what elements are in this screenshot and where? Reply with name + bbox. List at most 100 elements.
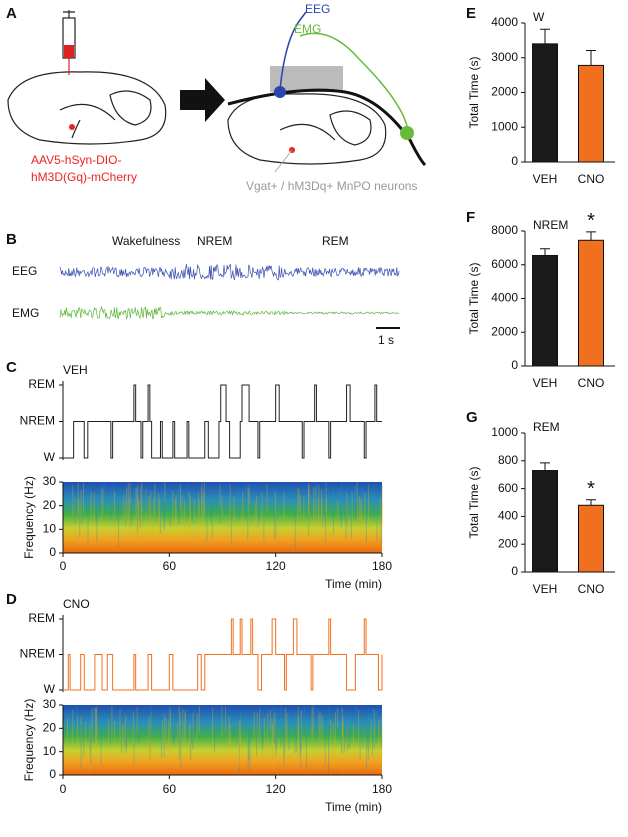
spectrogram-texture xyxy=(355,706,356,731)
spectrogram-texture xyxy=(77,716,78,747)
error-bar xyxy=(586,232,596,240)
bar xyxy=(579,240,604,366)
spectrogram-texture xyxy=(361,487,362,513)
spectrogram-texture xyxy=(94,493,95,529)
spectrogram-texture xyxy=(120,709,121,743)
spectrogram-texture xyxy=(318,498,319,519)
y-tick-label: 2000 xyxy=(491,324,518,338)
spectrogram-texture xyxy=(136,486,137,514)
significance: * xyxy=(587,210,595,232)
spectrogram-texture xyxy=(301,490,302,511)
spectrogram-texture xyxy=(172,491,173,521)
spectrogram-texture xyxy=(275,723,276,744)
spectrogram-texture xyxy=(153,497,154,540)
spectrogram-texture xyxy=(320,712,321,737)
y-tick-label: 30 xyxy=(43,697,57,711)
x-tick-label: 60 xyxy=(163,782,177,796)
spectrogram-texture xyxy=(371,493,372,517)
y-tick-label: 20 xyxy=(43,721,57,735)
x-axis-label: Time (min) xyxy=(325,800,382,814)
y-tick-label: 30 xyxy=(43,474,57,488)
spectrogram-texture xyxy=(247,485,248,509)
spectrogram-texture xyxy=(322,715,323,755)
spectrogram-texture xyxy=(130,500,131,526)
spectrogram-texture xyxy=(192,501,193,523)
spectrogram-texture xyxy=(206,497,207,541)
spectrogram-texture xyxy=(90,724,91,765)
chart-title: NREM xyxy=(533,218,568,232)
x-tick-label: 120 xyxy=(266,559,286,573)
spectrogram-texture xyxy=(113,483,114,508)
y-tick-label: W xyxy=(44,682,56,696)
spectrogram-texture xyxy=(259,496,260,519)
panel-label: E xyxy=(466,5,476,22)
chart-title: W xyxy=(533,10,545,24)
spectrogram-texture xyxy=(114,491,115,526)
spectrogram-texture xyxy=(276,712,277,756)
y-tick-label: 0 xyxy=(49,545,56,559)
hypnogram xyxy=(63,619,382,690)
spectrogram-texture xyxy=(151,706,152,739)
y-tick-label: 600 xyxy=(498,481,518,495)
spectrogram-texture xyxy=(272,724,273,765)
spectrogram-texture xyxy=(72,709,73,745)
spectrogram-texture xyxy=(126,487,127,526)
spectrogram-texture xyxy=(376,502,377,542)
y-tick-label: 4000 xyxy=(491,291,518,305)
spectrogram-texture xyxy=(300,718,301,768)
spectrogram-texture xyxy=(294,718,295,754)
panel-label: F xyxy=(466,209,475,226)
spectrogram-texture xyxy=(85,722,86,767)
spectrogram-texture xyxy=(157,494,158,516)
panel-label: B xyxy=(6,231,17,248)
spectrogram-texture xyxy=(342,722,343,772)
spectrogram-texture xyxy=(368,484,369,520)
spectrogram-texture xyxy=(185,711,186,739)
spectrogram-texture xyxy=(371,719,372,755)
spectrogram-texture xyxy=(161,714,162,757)
spectrogram-texture xyxy=(189,724,190,763)
significance: * xyxy=(587,478,595,500)
trace-label: EMG xyxy=(12,306,39,320)
spectrogram-texture xyxy=(164,485,165,527)
spectrogram-texture xyxy=(239,492,240,519)
spectrogram-texture xyxy=(367,708,368,751)
spectrogram-texture xyxy=(83,717,84,757)
arrow xyxy=(180,78,225,122)
spectrogram-texture xyxy=(360,722,361,760)
spectrogram-texture xyxy=(359,496,360,522)
spectrogram-texture xyxy=(95,708,96,751)
y-tick-label: 400 xyxy=(498,509,518,523)
spectrogram-texture xyxy=(162,720,163,764)
y-axis-label: Frequency (Hz) xyxy=(22,699,36,782)
spectrogram-texture xyxy=(121,716,122,753)
spectrogram-texture xyxy=(295,500,296,550)
spectrogram-texture xyxy=(286,713,287,747)
x-tick-label: VEH xyxy=(533,376,558,390)
panel-label: A xyxy=(6,5,17,22)
spectrogram-texture xyxy=(72,485,73,506)
spectrogram-texture xyxy=(212,498,213,540)
spectrogram-texture xyxy=(231,495,232,544)
spectrogram-texture xyxy=(214,716,215,753)
spectrogram-texture xyxy=(378,720,379,761)
spectrogram-texture xyxy=(197,713,198,741)
spectrogram-texture xyxy=(170,484,171,526)
bar xyxy=(533,44,558,162)
emg-label: EMG xyxy=(294,22,321,36)
spectrogram-texture xyxy=(304,706,305,736)
spectrogram-texture xyxy=(284,724,285,765)
spectrogram-texture xyxy=(92,709,93,748)
spectrogram-texture xyxy=(288,711,289,750)
spectrogram-texture xyxy=(270,710,271,732)
bar xyxy=(533,471,558,572)
spectrogram-texture xyxy=(335,712,336,760)
spectrogram-texture xyxy=(358,710,359,745)
spectrogram-texture xyxy=(274,494,275,539)
spectrogram-texture xyxy=(137,497,138,541)
spectrogram-texture xyxy=(125,714,126,741)
spectrogram-texture xyxy=(220,484,221,523)
spectrogram-texture xyxy=(124,725,125,754)
y-tick-label: 200 xyxy=(498,536,518,550)
bar xyxy=(579,65,604,162)
